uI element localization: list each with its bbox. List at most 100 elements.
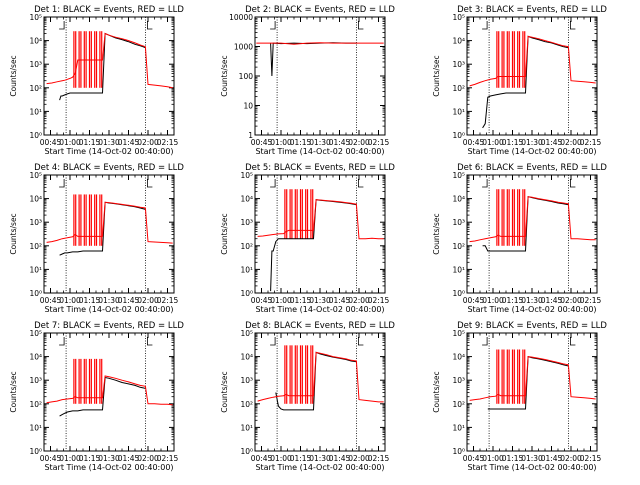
x-tick-label: 01:45 [541, 296, 563, 305]
x-tick-label: 01:15 [79, 296, 101, 305]
x-tick-label: 01:45 [329, 296, 351, 305]
y-tick-label: 10² [452, 400, 465, 409]
y-tick-label: 10³ [452, 218, 465, 227]
x-tick-label: 02:15 [368, 296, 390, 305]
y-tick-label: 10⁴ [452, 195, 465, 204]
y-tick-label: 10⁴ [452, 353, 465, 362]
x-tick-label: 01:45 [118, 296, 140, 305]
x-axis-label: Start Time (14-Oct-02 00:40:00) [255, 463, 384, 472]
panel-det-6: Det 6: BLACK = Events, RED = LLD 10⁰ 10¹ 10… [432, 163, 607, 314]
plot-frame [466, 16, 598, 136]
panel-det-3: Det 3: BLACK = Events, RED = LLD 10⁰ 10¹ 10… [432, 5, 607, 156]
plot-frame [254, 332, 386, 452]
x-tick-label: 01:00 [482, 296, 504, 305]
x-tick-label: 02:00 [348, 296, 370, 305]
x-axis-label: Start Time (14-Oct-02 00:40:00) [44, 305, 173, 314]
panel-det-8: Det 8: BLACK = Events, RED = LLD 10⁰ 10¹ 10… [220, 321, 395, 472]
x-tick-label: 01:15 [290, 296, 312, 305]
panel-title: Det 5: BLACK = Events, RED = LLD [245, 163, 395, 173]
series-line-lld [469, 35, 596, 87]
y-tick-label: 10⁵ [29, 329, 42, 338]
series-line-lld [46, 375, 173, 406]
x-tick-label: 01:30 [521, 138, 543, 147]
boundary-marker [270, 337, 276, 346]
panel-title: Det 1: BLACK = Events, RED = LLD [34, 5, 184, 15]
y-axis-label: Counts/sec [9, 371, 18, 412]
x-tick-label: 02:00 [560, 454, 582, 463]
y-tick-label: 10³ [29, 218, 42, 227]
x-tick-label: 01:30 [98, 138, 120, 147]
y-tick-label: 10¹ [29, 107, 42, 116]
x-tick-label: 02:00 [137, 296, 159, 305]
panel-det-9: Det 9: BLACK = Events, RED = LLD 10⁰ 10¹ 10… [432, 321, 607, 472]
plot-frame [466, 174, 598, 294]
x-axis-label: Start Time (14-Oct-02 00:40:00) [467, 147, 596, 156]
x-tick-label: 01:45 [118, 138, 140, 147]
x-tick-label: 01:45 [329, 454, 351, 463]
x-tick-label: 01:15 [79, 454, 101, 463]
y-tick-label: 10³ [240, 376, 253, 385]
y-axis-label: Counts/sec [220, 371, 229, 412]
x-tick-label: 01:30 [309, 296, 331, 305]
x-axis-label: Start Time (14-Oct-02 00:40:00) [467, 305, 596, 314]
x-tick-label: 01:30 [309, 138, 331, 147]
y-tick-label: 10⁴ [29, 195, 42, 204]
y-axis-label: Counts/sec [432, 213, 441, 254]
x-tick-label: 02:15 [368, 454, 390, 463]
plot-frame [43, 174, 175, 294]
series-line-events [59, 376, 146, 417]
x-tick-label: 01:15 [502, 296, 524, 305]
x-tick-label: 02:15 [157, 454, 179, 463]
y-tick-label: 10⁰ [29, 289, 42, 298]
y-tick-label: 10² [452, 242, 465, 251]
y-tick-label: 10⁴ [240, 353, 253, 362]
series-line-lld [469, 196, 596, 243]
y-tick-label: 10⁵ [29, 171, 42, 180]
x-tick-label: 00:45 [40, 296, 62, 305]
x-tick-label: 00:45 [40, 454, 62, 463]
x-axis-label: Start Time (14-Oct-02 00:40:00) [44, 147, 173, 156]
panel-title: Det 2: BLACK = Events, RED = LLD [245, 5, 395, 15]
boundary-marker [357, 179, 364, 188]
panel-det-7: Det 7: BLACK = Events, RED = LLD 10⁰ 10¹ 10… [9, 321, 184, 472]
y-tick-label: 10¹ [29, 265, 42, 274]
y-tick-label: 10¹ [452, 265, 465, 274]
y-tick-label: 10¹ [452, 107, 465, 116]
boundary-marker [146, 179, 153, 188]
x-tick-label: 02:00 [348, 454, 370, 463]
series-line-lld [257, 199, 384, 240]
y-tick-label: 10² [29, 242, 42, 251]
plot-frame [466, 332, 598, 452]
y-tick-label: 10⁰ [240, 289, 253, 298]
y-tick-label: 10⁰ [240, 447, 253, 456]
y-tick-label: 10⁰ [452, 289, 465, 298]
boundary-marker [59, 337, 65, 346]
y-tick-label: 1000 [234, 43, 253, 52]
x-tick-label: 01:15 [502, 454, 524, 463]
y-tick-label: 10⁵ [29, 13, 42, 22]
y-tick-label: 10² [240, 400, 253, 409]
y-tick-label: 10⁴ [29, 353, 42, 362]
y-tick-label: 10³ [29, 376, 42, 385]
y-tick-label: 10¹ [240, 423, 253, 432]
y-tick-label: 100 [239, 72, 254, 81]
y-tick-label: 10⁰ [452, 447, 465, 456]
panel-title: Det 3: BLACK = Events, RED = LLD [457, 5, 607, 15]
y-tick-label: 10000 [229, 13, 253, 22]
boundary-marker [570, 337, 576, 346]
y-tick-label: 10¹ [240, 265, 253, 274]
series-line-events [482, 196, 569, 252]
x-tick-label: 02:00 [560, 296, 582, 305]
y-tick-label: 10⁰ [29, 447, 42, 456]
boundary-marker [146, 21, 153, 30]
x-tick-label: 01:00 [59, 296, 81, 305]
x-tick-label: 00:45 [463, 296, 485, 305]
x-tick-label: 01:00 [59, 138, 81, 147]
x-tick-label: 00:45 [251, 454, 273, 463]
x-tick-label: 01:30 [521, 296, 543, 305]
series-line-events [487, 355, 569, 410]
x-tick-label: 02:15 [157, 138, 179, 147]
x-tick-label: 02:15 [580, 138, 602, 147]
x-axis-label: Start Time (14-Oct-02 00:40:00) [44, 463, 173, 472]
